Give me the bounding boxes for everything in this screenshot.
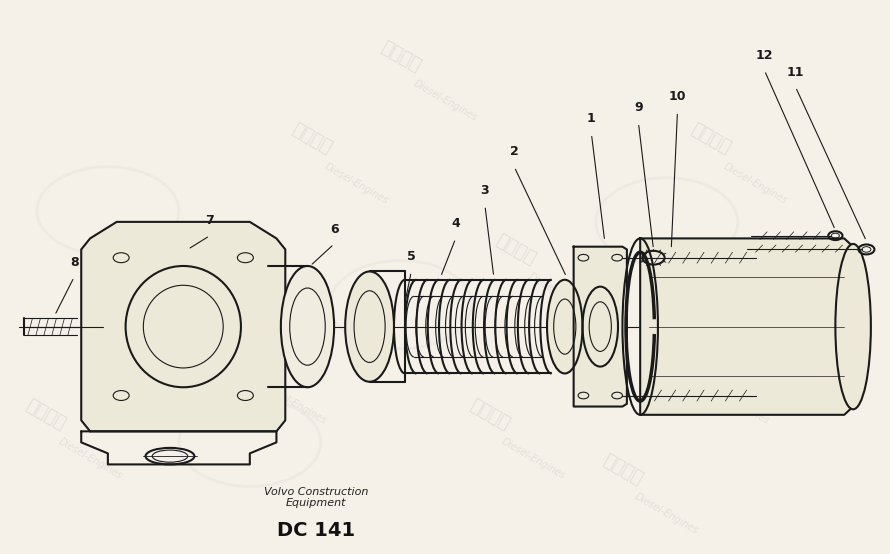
Text: 7: 7 xyxy=(206,214,214,227)
Text: Diesel-Engines: Diesel-Engines xyxy=(722,161,789,206)
Text: 紧发动力: 紧发动力 xyxy=(466,396,513,433)
Text: 紧发动力: 紧发动力 xyxy=(227,341,273,378)
Text: Diesel-Engines: Diesel-Engines xyxy=(633,491,700,536)
Text: Diesel-Engines: Diesel-Engines xyxy=(500,437,568,481)
Text: Diesel-Engines: Diesel-Engines xyxy=(411,78,479,123)
Text: 12: 12 xyxy=(756,49,773,62)
Text: Diesel-Engines: Diesel-Engines xyxy=(261,381,328,426)
Text: 8: 8 xyxy=(69,256,78,269)
Text: Diesel-Engines: Diesel-Engines xyxy=(118,271,186,316)
Text: Diesel-Engines: Diesel-Engines xyxy=(527,271,594,316)
Text: 紧发动力: 紧发动力 xyxy=(688,121,734,158)
Ellipse shape xyxy=(547,280,583,373)
Text: 紧发动力: 紧发动力 xyxy=(377,38,424,75)
Text: Volvo Construction
Equipment: Volvo Construction Equipment xyxy=(264,486,368,508)
Polygon shape xyxy=(640,238,854,415)
Text: 紧发动力: 紧发动力 xyxy=(493,231,539,268)
Text: 紧发动力: 紧发动力 xyxy=(670,341,716,378)
Ellipse shape xyxy=(345,271,394,382)
Text: 5: 5 xyxy=(407,250,416,263)
Text: 2: 2 xyxy=(510,146,519,158)
Text: 11: 11 xyxy=(787,65,805,79)
Text: 紧发动力: 紧发动力 xyxy=(22,396,69,433)
Text: 1: 1 xyxy=(587,112,595,125)
Polygon shape xyxy=(81,222,286,432)
Text: Diesel-Engines: Diesel-Engines xyxy=(704,381,772,426)
Text: 紧发动力: 紧发动力 xyxy=(599,452,645,489)
Text: 紧发动力: 紧发动力 xyxy=(288,121,335,158)
Text: 6: 6 xyxy=(330,223,338,235)
Text: Diesel-Engines: Diesel-Engines xyxy=(56,437,124,481)
Text: 10: 10 xyxy=(668,90,686,104)
Text: 9: 9 xyxy=(634,101,643,114)
Ellipse shape xyxy=(836,244,871,409)
Polygon shape xyxy=(574,247,627,407)
Text: 4: 4 xyxy=(451,217,460,230)
Ellipse shape xyxy=(281,266,334,387)
Text: 3: 3 xyxy=(481,184,490,197)
Text: DC 141: DC 141 xyxy=(278,521,355,540)
Text: 紧发动力: 紧发动力 xyxy=(85,231,131,268)
Text: Diesel-Engines: Diesel-Engines xyxy=(322,161,390,206)
